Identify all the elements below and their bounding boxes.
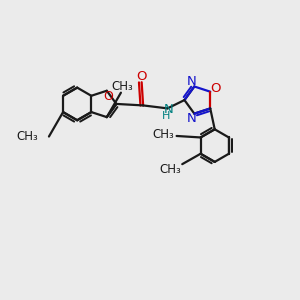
Text: N: N	[187, 112, 197, 125]
Text: H: H	[161, 111, 170, 121]
Text: O: O	[210, 82, 221, 94]
Text: N: N	[164, 103, 174, 116]
Text: CH₃: CH₃	[112, 80, 133, 93]
Text: CH₃: CH₃	[17, 130, 38, 143]
Text: O: O	[136, 70, 147, 83]
Text: CH₃: CH₃	[152, 128, 174, 141]
Text: N: N	[187, 75, 197, 88]
Text: CH₃: CH₃	[159, 163, 181, 176]
Text: O: O	[103, 90, 113, 103]
